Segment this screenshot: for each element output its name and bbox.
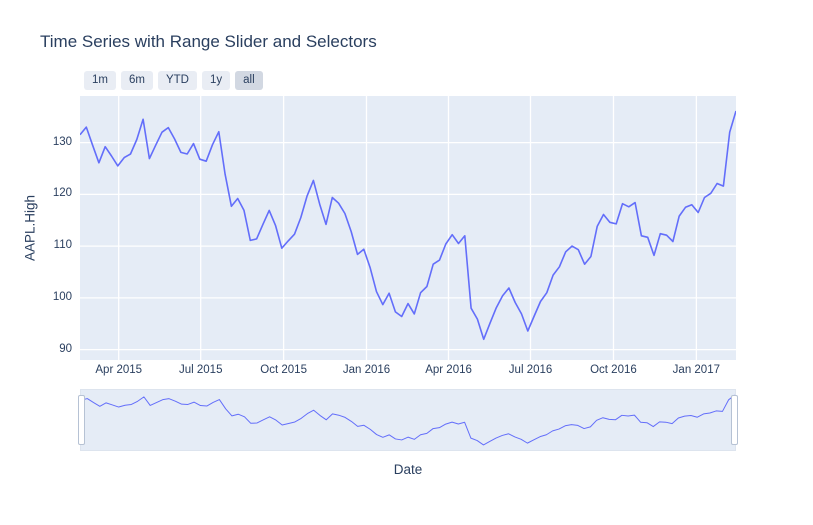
- range-slider-right-handle[interactable]: [731, 395, 738, 445]
- y-tick-label: 110: [53, 239, 72, 252]
- price-line: [80, 110, 736, 341]
- x-axis-title: Date: [393, 462, 423, 477]
- x-tick-label: Jan 2016: [342, 364, 391, 376]
- price-line-chart: [80, 96, 736, 360]
- x-tick-label: Apr 2016: [425, 364, 472, 376]
- y-tick-label: 90: [59, 342, 72, 355]
- x-tick-label: Jul 2015: [178, 364, 223, 376]
- mini-price-line: [81, 394, 735, 446]
- x-tick-label: Oct 2015: [260, 364, 307, 376]
- range-slider-mini-chart: [81, 394, 735, 446]
- x-tick-label: Jul 2016: [508, 364, 553, 376]
- range-slider-left-handle[interactable]: [78, 395, 85, 445]
- range-button-all[interactable]: all: [235, 71, 263, 90]
- grid-lines: [80, 96, 736, 360]
- y-tick-label: 130: [52, 135, 72, 148]
- x-tick-label: Apr 2015: [95, 364, 143, 376]
- range-selector: 1m 6m YTD 1y all: [84, 71, 263, 90]
- plot-area[interactable]: [80, 96, 736, 360]
- chart-title: Time Series with Range Slider and Select…: [40, 32, 377, 51]
- y-axis-title: AAPL.High: [22, 194, 38, 262]
- range-button-6m[interactable]: 6m: [120, 71, 153, 90]
- x-tick-label: Oct 2016: [590, 364, 637, 376]
- range-slider[interactable]: [78, 389, 738, 451]
- range-button-ytd[interactable]: YTD: [157, 71, 197, 90]
- x-tick-label: Jan 2017: [672, 364, 720, 376]
- y-tick-label: 100: [52, 290, 72, 303]
- range-button-1m[interactable]: 1m: [84, 71, 116, 90]
- range-button-1y[interactable]: 1y: [201, 71, 231, 90]
- y-tick-label: 120: [52, 187, 72, 200]
